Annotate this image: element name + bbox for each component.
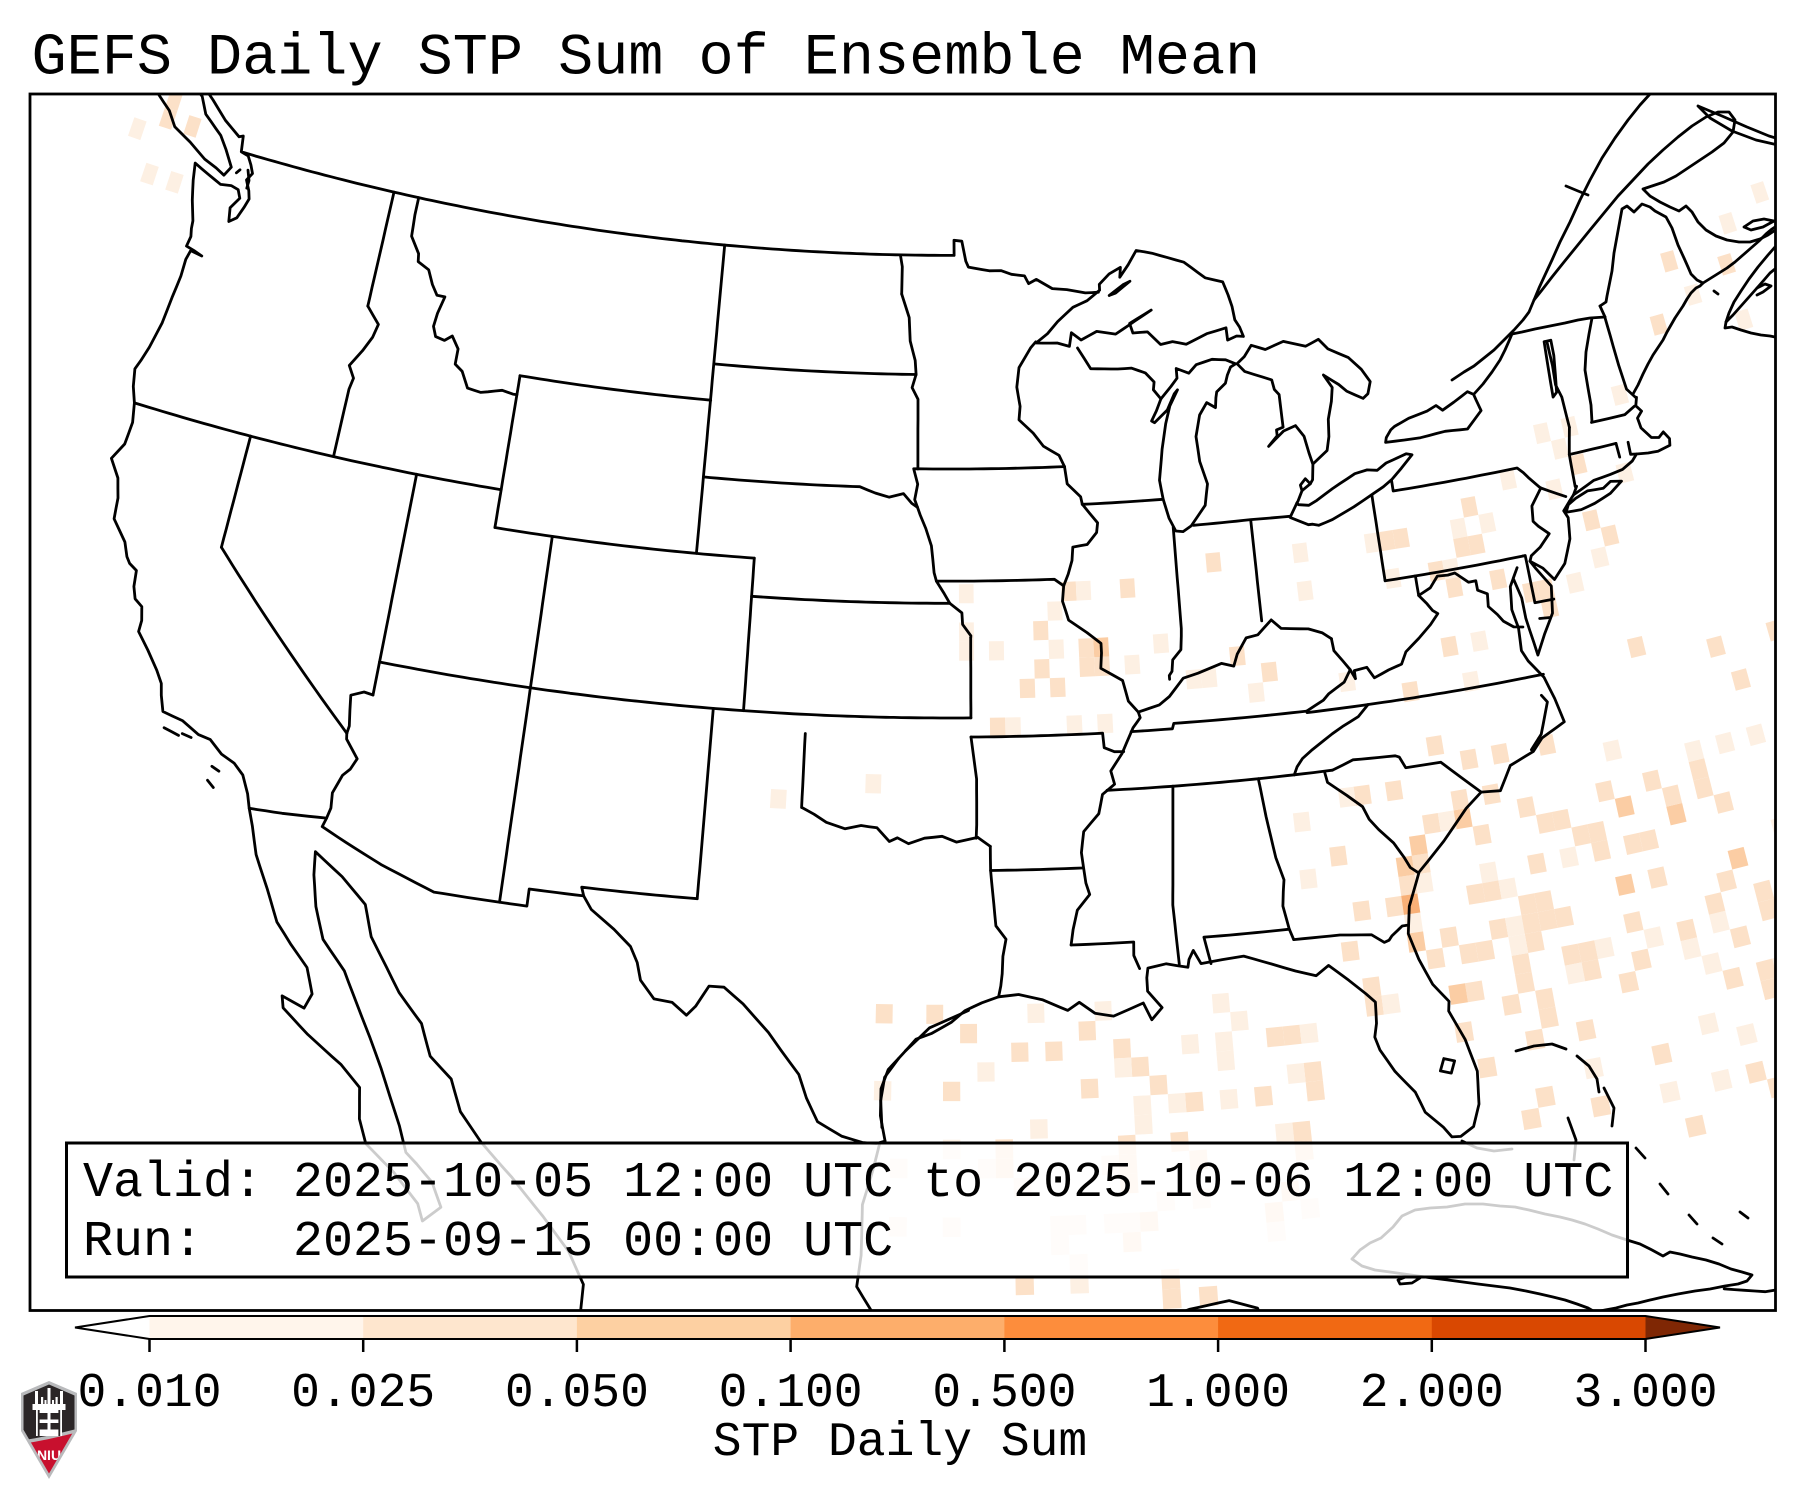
svg-text:Run: 2025-09-15 00:00 UTC: Run: 2025-09-15 00:00 UTC: [83, 1214, 893, 1271]
svg-text:1.000: 1.000: [1146, 1367, 1290, 1421]
svg-text:0.025: 0.025: [291, 1367, 435, 1421]
svg-text:0.500: 0.500: [932, 1367, 1076, 1421]
svg-text:0.050: 0.050: [505, 1367, 649, 1421]
svg-text:GEFS Daily STP Sum of Ensemble: GEFS Daily STP Sum of Ensemble Mean: [32, 25, 1261, 92]
svg-text:0.100: 0.100: [719, 1367, 863, 1421]
svg-text:3.000: 3.000: [1573, 1367, 1717, 1421]
svg-text:2.000: 2.000: [1360, 1367, 1504, 1421]
svg-text:Valid: 2025-10-05 12:00 UTC to: Valid: 2025-10-05 12:00 UTC to 2025-10-0…: [83, 1155, 1613, 1212]
svg-text:STP Daily Sum: STP Daily Sum: [713, 1416, 1087, 1470]
svg-text:0.010: 0.010: [77, 1367, 221, 1421]
svg-text:NIU: NIU: [37, 1447, 61, 1463]
